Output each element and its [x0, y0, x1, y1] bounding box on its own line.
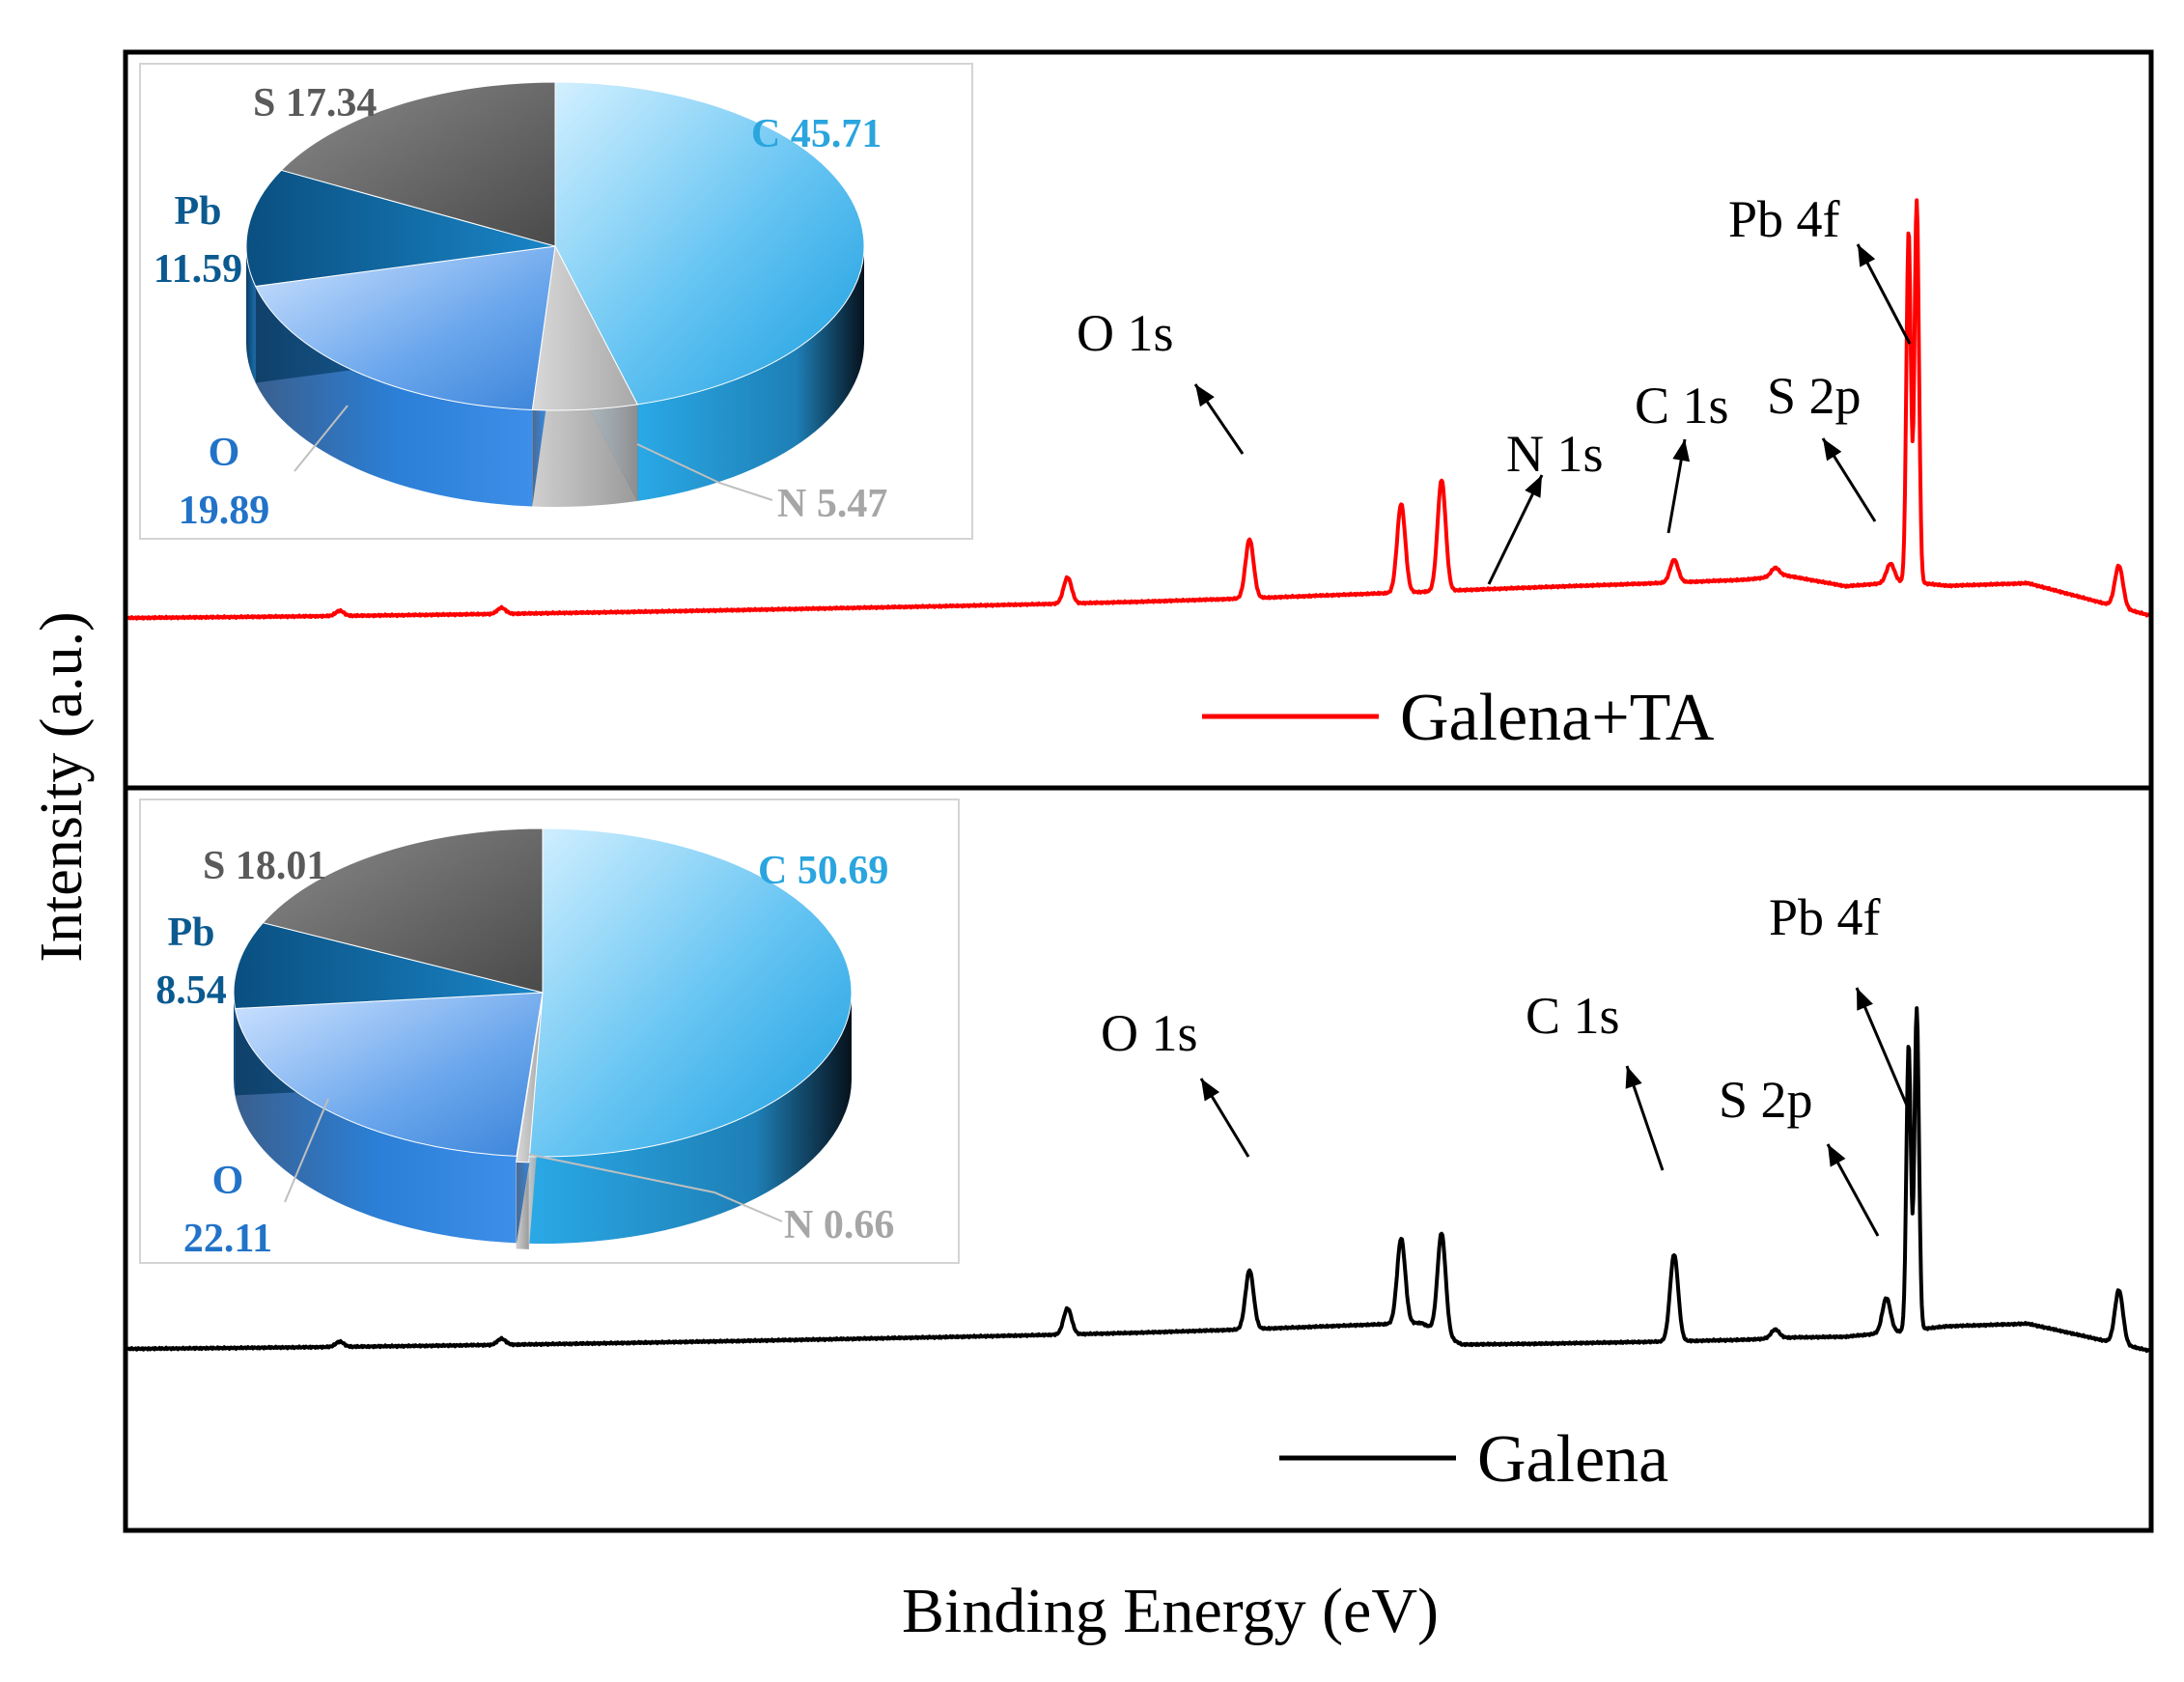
- peak-arrow-pb-4f-head: [1858, 244, 1876, 267]
- series-line-galena-ta: [126, 198, 2151, 621]
- pie-slice-s: [280, 81, 556, 247]
- pie-slice-o: [234, 992, 544, 1157]
- leader-n: [636, 443, 773, 501]
- peak-label-c-1s: C 1s: [1635, 377, 1729, 435]
- pie-label-s: S 17.34: [253, 81, 377, 126]
- pie-label-n: N 5.47: [777, 482, 887, 526]
- legend-label: Galena: [1477, 1422, 1668, 1497]
- pie-side-o: [255, 286, 533, 507]
- peak-arrow-o-1s-head: [1201, 1079, 1220, 1102]
- pie-value-o: 19.89: [179, 489, 270, 533]
- peak-arrow-o-1s-head: [1195, 384, 1215, 407]
- x-axis-title: Binding Energy (eV): [902, 1576, 1439, 1646]
- pie-label-pb: Pb: [174, 189, 221, 234]
- series-line-galena: [126, 1006, 2151, 1354]
- y-axis-title: Intensity (a.u.): [29, 611, 95, 962]
- peak-label-pb-4f: Pb 4f: [1769, 888, 1881, 946]
- pie-value-pb: 8.54: [155, 968, 227, 1013]
- pie-value-o: 22.11: [183, 1217, 272, 1261]
- pie-label-pb: Pb: [167, 911, 214, 955]
- pie-label-o: O: [209, 431, 240, 475]
- pie-slice-pb: [233, 922, 544, 1010]
- peak-label-o-1s: O 1s: [1077, 304, 1174, 362]
- leader-o: [294, 405, 349, 472]
- pie-chart: [233, 827, 853, 1249]
- peak-arrow-s-2p-head: [1828, 1144, 1846, 1167]
- pie-slice-pb: [245, 169, 556, 288]
- peak-label-n-1s: N 1s: [1506, 425, 1604, 483]
- peak-label-o-1s: O 1s: [1101, 1004, 1198, 1062]
- peak-label-s-2p: S 2p: [1767, 367, 1862, 425]
- pie-label-c: C 50.69: [758, 849, 888, 893]
- peak-label-c-1s: C 1s: [1526, 987, 1620, 1045]
- pie-slice-c: [554, 81, 865, 406]
- pie-chart: [245, 81, 865, 507]
- peak-arrow-pb-4f-head: [1857, 988, 1873, 1011]
- peak-arrow-s-2p-head: [1823, 438, 1842, 462]
- peak-arrow-c-1s-head: [1625, 1066, 1642, 1089]
- legend-label: Galena+TA: [1400, 681, 1715, 755]
- pie-label-n: N 0.66: [784, 1203, 894, 1247]
- pie-slice-o: [254, 245, 556, 411]
- pie-slice-s: [262, 827, 544, 994]
- peak-arrow-c-1s-head: [1672, 439, 1691, 463]
- pie-side-o: [235, 1008, 517, 1244]
- peak-label-pb-4f: Pb 4f: [1728, 190, 1840, 248]
- pie-side-pb: [246, 246, 256, 383]
- pie-label-s: S 18.01: [203, 844, 326, 888]
- peak-label-s-2p: S 2p: [1719, 1071, 1813, 1129]
- pie-label-c: C 45.71: [751, 112, 882, 156]
- panel-galena: C 50.69 N 0.66 O 22.11 Pb 8.54 S 18.01 O 1s C 1s…: [126, 799, 2151, 1497]
- pie-value-pb: 11.59: [154, 247, 242, 292]
- pie-label-o: O: [212, 1159, 244, 1203]
- pie-slice-c: [528, 827, 853, 1158]
- peak-arrow-n-1s-head: [1525, 475, 1542, 498]
- pie-side-pb: [234, 993, 236, 1096]
- leader-n: [525, 1153, 783, 1222]
- panel-galena-ta: C 45.71 N 5.47 O 19.89 Pb 11.59 S 17.34 O 1s N 1…: [126, 63, 2151, 755]
- pie-side-c: [529, 993, 853, 1244]
- leader-o: [284, 1098, 329, 1203]
- pie-slice-n: [516, 997, 544, 1163]
- bottom-panel-frame: [123, 785, 2154, 1533]
- peak-arrow-pb-4f-shaft: [1855, 987, 1909, 1107]
